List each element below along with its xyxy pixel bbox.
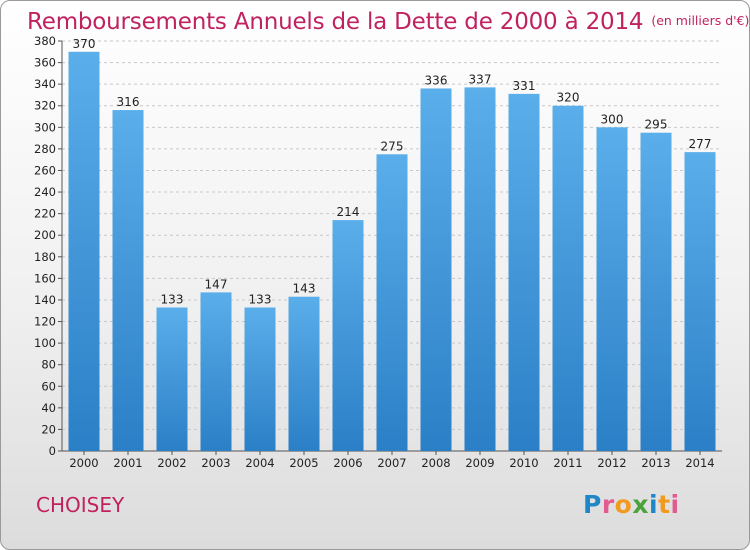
data-label-2001: 316 <box>117 95 140 109</box>
data-label-2014: 277 <box>689 137 712 151</box>
data-label-2009: 337 <box>469 72 492 86</box>
x-tick-label-2005: 2005 <box>289 456 318 470</box>
data-label-2005: 143 <box>293 282 316 296</box>
bar-2002 <box>157 308 188 452</box>
x-tick-label-2001: 2001 <box>113 456 142 470</box>
data-label-2013: 295 <box>645 118 668 132</box>
data-label-2011: 320 <box>557 91 580 105</box>
x-tick-label-2007: 2007 <box>377 456 406 470</box>
y-tick-label: 380 <box>34 34 56 48</box>
bar-2005 <box>289 297 320 451</box>
x-tick-label-2010: 2010 <box>509 456 538 470</box>
data-label-2000: 370 <box>73 37 96 51</box>
bar-2001 <box>113 110 144 451</box>
data-label-2012: 300 <box>601 112 624 126</box>
y-tick-label: 160 <box>34 271 56 285</box>
x-tick-label-2009: 2009 <box>465 456 494 470</box>
x-tick-label-2006: 2006 <box>333 456 362 470</box>
bar-2007 <box>377 154 408 451</box>
y-tick-label: 200 <box>34 228 56 242</box>
y-tick-label: 320 <box>34 99 56 113</box>
bar-2009 <box>465 87 496 451</box>
chart-frame: Remboursements Annuels de la Dette de 20… <box>0 0 750 550</box>
data-label-2010: 331 <box>513 79 536 93</box>
bar-chart: 0 20 40 60 80 100 120 140 160 180 200 220 240 260 280 3… <box>1 1 750 550</box>
y-tick-label: 100 <box>34 336 56 350</box>
y-tick-labels: 0 20 40 60 80 100 120 140 160 180 200 220 240 260 280 3… <box>34 34 56 458</box>
x-tick-label-2013: 2013 <box>641 456 670 470</box>
y-tick-label: 40 <box>41 401 56 415</box>
x-tick-label-2012: 2012 <box>597 456 626 470</box>
x-tick-label-2004: 2004 <box>245 456 274 470</box>
y-tick-label: 340 <box>34 77 56 91</box>
bar-2011 <box>553 106 584 451</box>
x-tick-label-2014: 2014 <box>685 456 714 470</box>
data-label-2002: 133 <box>161 293 184 307</box>
y-tick-label: 60 <box>41 379 56 393</box>
proxiti-logo: Proxiti <box>583 490 680 519</box>
y-tick-label: 280 <box>34 142 56 156</box>
bar-2004 <box>245 308 276 452</box>
bar-2010 <box>509 94 540 451</box>
y-tick-label: 260 <box>34 163 56 177</box>
data-label-2006: 214 <box>337 205 360 219</box>
x-tick-label-2011: 2011 <box>553 456 582 470</box>
y-tick-label: 140 <box>34 293 56 307</box>
city-name: CHOISEY <box>36 493 124 517</box>
x-tick-label-2003: 2003 <box>201 456 230 470</box>
y-tick-label: 240 <box>34 185 56 199</box>
y-tick-label: 180 <box>34 250 56 264</box>
bar-2012 <box>597 127 628 451</box>
y-tick-label: 0 <box>49 444 56 458</box>
y-tick-label: 120 <box>34 315 56 329</box>
data-label-2003: 147 <box>205 277 228 291</box>
x-tick-label-2008: 2008 <box>421 456 450 470</box>
x-tick-label-2002: 2002 <box>157 456 186 470</box>
bar-2006 <box>333 220 364 451</box>
y-tick-label: 20 <box>41 422 56 436</box>
y-tick-label: 220 <box>34 207 56 221</box>
y-tick-label: 80 <box>41 358 56 372</box>
data-label-2008: 336 <box>425 73 448 87</box>
y-tick-label: 360 <box>34 56 56 70</box>
bar-2013 <box>641 133 672 451</box>
bar-2003 <box>201 292 232 451</box>
bar-2014 <box>685 152 716 451</box>
data-label-2007: 275 <box>381 139 404 153</box>
x-tick-label-2000: 2000 <box>69 456 98 470</box>
bar-2000 <box>69 52 100 451</box>
data-label-2004: 133 <box>249 293 272 307</box>
y-tick-label: 300 <box>34 120 56 134</box>
x-tick-labels: 2000 2001 2002 2003 2004 2005 2006 2007 2008 2009… <box>69 456 714 470</box>
bar-2008 <box>421 88 452 451</box>
